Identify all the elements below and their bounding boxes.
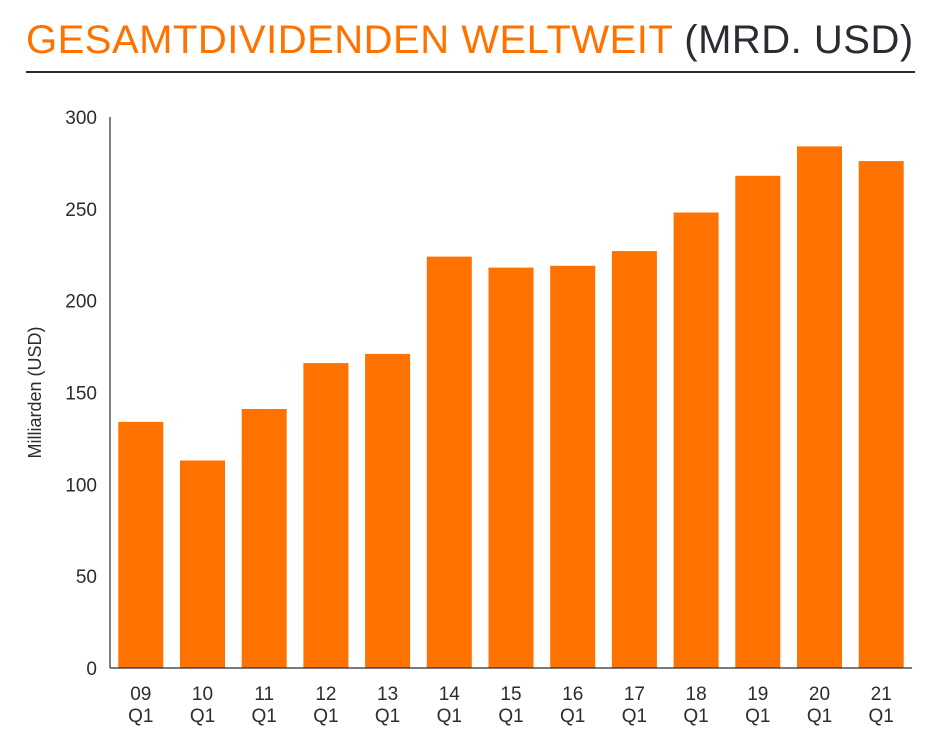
x-tick-label-quarter: Q1 xyxy=(560,706,585,727)
bar-17-q1 xyxy=(611,251,657,668)
x-axis-tick-labels: 09Q110Q111Q112Q113Q114Q115Q116Q117Q118Q1… xyxy=(128,684,894,727)
x-tick-label-year: 18 xyxy=(686,684,707,705)
chart-title-main: GESAMTDIVIDENDEN WELTWEIT xyxy=(26,18,673,62)
bar-11-q1 xyxy=(241,409,287,668)
y-tick-label-300: 300 xyxy=(65,108,97,129)
bar-12-q1 xyxy=(303,363,349,668)
y-axis-tick-labels: 0 50 100 150 200 250 300 xyxy=(65,108,97,680)
x-tick-label-quarter: Q1 xyxy=(313,706,338,727)
x-tick-label-year: 19 xyxy=(747,684,768,705)
chart-title-unit: (MRD. USD) xyxy=(684,18,914,62)
x-tick-label-quarter: Q1 xyxy=(807,706,832,727)
y-tick-label-0: 0 xyxy=(86,659,97,680)
bar-10-q1 xyxy=(180,460,225,668)
bar-09-q1 xyxy=(118,421,164,668)
bar-21-q1 xyxy=(858,161,904,668)
bars-group xyxy=(118,146,904,669)
x-tick-label-quarter: Q1 xyxy=(190,706,215,727)
y-axis-title: Milliarden (USD) xyxy=(25,326,45,458)
y-tick-label-150: 150 xyxy=(65,384,97,405)
x-tick-label-quarter: Q1 xyxy=(128,706,153,727)
bar-18-q1 xyxy=(673,212,719,668)
y-tick-label-200: 200 xyxy=(65,292,97,313)
bar-14-q1 xyxy=(426,256,472,668)
x-tick-label-year: 15 xyxy=(500,684,521,705)
x-tick-label-quarter: Q1 xyxy=(252,706,277,727)
x-tick-label-year: 21 xyxy=(871,684,892,705)
x-tick-label-quarter: Q1 xyxy=(869,706,894,727)
bar-13-q1 xyxy=(365,353,411,668)
y-tick-label-250: 250 xyxy=(65,200,97,221)
x-tick-label-year: 11 xyxy=(254,684,274,705)
title-divider xyxy=(26,71,915,73)
x-tick-label-year: 10 xyxy=(192,684,213,705)
x-tick-label-year: 13 xyxy=(377,684,398,705)
x-tick-label-quarter: Q1 xyxy=(498,706,523,727)
x-tick-label-quarter: Q1 xyxy=(622,706,647,727)
x-tick-label-year: 16 xyxy=(562,684,583,705)
bar-20-q1 xyxy=(797,146,842,668)
bar-16-q1 xyxy=(550,265,596,668)
x-tick-label-quarter: Q1 xyxy=(437,706,462,727)
x-tick-label-year: 12 xyxy=(315,684,336,705)
x-tick-label-quarter: Q1 xyxy=(683,706,708,727)
x-tick-label-quarter: Q1 xyxy=(375,706,400,727)
x-tick-label-quarter: Q1 xyxy=(745,706,770,727)
y-tick-label-100: 100 xyxy=(65,475,97,496)
bar-19-q1 xyxy=(735,175,781,669)
x-tick-label-year: 20 xyxy=(809,684,830,705)
x-tick-label-year: 17 xyxy=(624,684,645,705)
chart-title: GESAMTDIVIDENDEN WELTWEIT (MRD. USD) xyxy=(26,14,914,66)
bar-15-q1 xyxy=(488,267,534,668)
x-tick-label-year: 09 xyxy=(130,684,151,705)
y-tick-label-50: 50 xyxy=(76,567,97,588)
x-tick-label-year: 14 xyxy=(439,684,461,705)
